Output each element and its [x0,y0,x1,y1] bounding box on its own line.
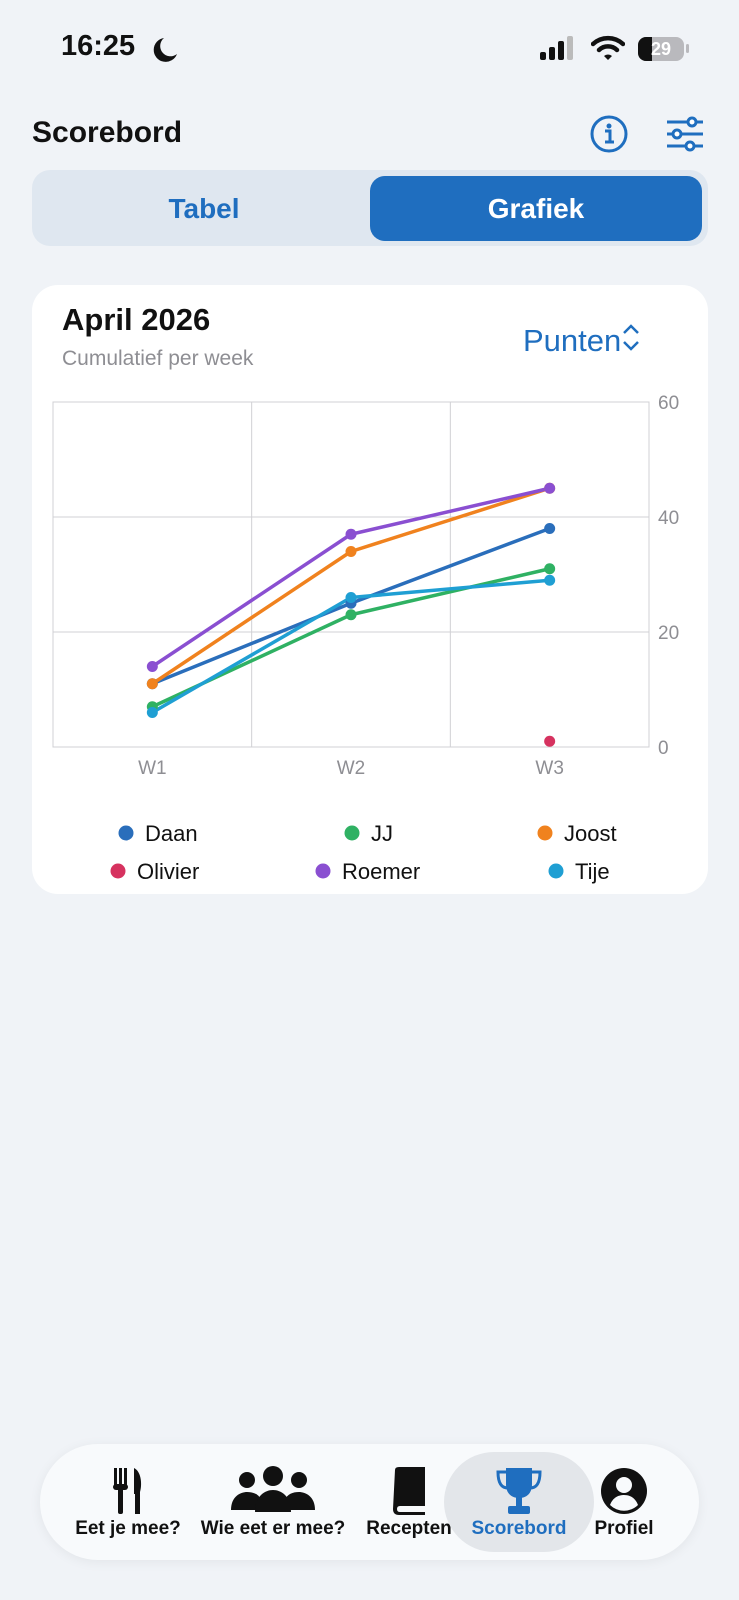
plot-frame [52,401,650,748]
data-point [544,574,556,586]
segment[interactable]: Grafiek [370,176,702,241]
tab-label: Profiel [594,1518,654,1539]
legend-swatch [344,825,360,841]
signal-icon [540,36,573,60]
series-line [151,486,551,668]
status-time: 16:25 [61,30,136,62]
legend-swatch [537,825,553,841]
info-button[interactable] [589,114,629,154]
y-tick-label: 60 [658,393,679,414]
tab-label: Scorebord [471,1518,567,1539]
legend-label: Daan [145,821,198,846]
legend-swatch [548,863,564,879]
data-point [544,482,556,494]
tab-bar: Eet je mee? Wie eet er mee? Recepten Sco… [40,1444,699,1560]
wifi-icon [591,35,625,60]
tab[interactable]: Wie eet er mee? [198,1452,348,1552]
x-tick-label: W3 [535,758,564,779]
segmented-control: Tabel Grafiek [32,170,708,246]
data-point [146,661,158,672]
battery-level: 29 [650,39,672,59]
data-point [146,678,158,690]
segment[interactable]: Tabel [168,192,240,224]
battery-tip [686,44,689,53]
moon-icon [153,38,177,62]
tab[interactable]: Recepten [334,1452,484,1552]
data-point [345,592,357,603]
tab-label: Recepten [366,1518,452,1539]
data-point [544,563,556,575]
legend-label: JJ [371,821,393,846]
y-tick-label: 0 [658,738,669,759]
tab-label: Wie eet er mee? [200,1518,346,1539]
tab-label: Eet je mee? [75,1518,181,1539]
tab[interactable]: Profiel [549,1452,699,1552]
x-tick-label: W2 [337,758,366,779]
chart-subtitle: Cumulatief per week [62,347,254,370]
filter-button[interactable] [665,116,705,152]
tab[interactable]: Scorebord [444,1452,594,1552]
legend-swatch [118,825,134,841]
metric-picker[interactable]: Punten [523,323,621,358]
x-tick-label: W1 [138,758,167,779]
chart-card: April 2026 Cumulatief per week Punten 0 2… [32,285,708,894]
legend-swatch [315,863,331,879]
data-point [345,609,357,621]
picker-chevron [623,324,639,351]
spacer [305,1584,434,1589]
legend-label: Joost [564,821,617,846]
legend-label: Olivier [137,859,199,884]
y-tick-label: 40 [658,508,679,529]
tab[interactable]: Eet je mee? [53,1452,203,1552]
series-line [151,567,551,709]
page-title: Scorebord [32,116,183,149]
data-point [146,707,158,718]
y-tick-label: 20 [658,623,679,644]
chart-title: April 2026 [62,302,210,337]
data-point [544,523,556,534]
battery: 29 [638,37,684,61]
legend-label: Tije [575,859,610,884]
data-point [544,735,556,747]
data-point [345,546,357,557]
chart: April 2026 Cumulatief per week Punten 0 2… [52,302,679,884]
legend-swatch [110,863,126,879]
data-point [345,528,357,540]
legend-label: Roemer [342,859,420,884]
